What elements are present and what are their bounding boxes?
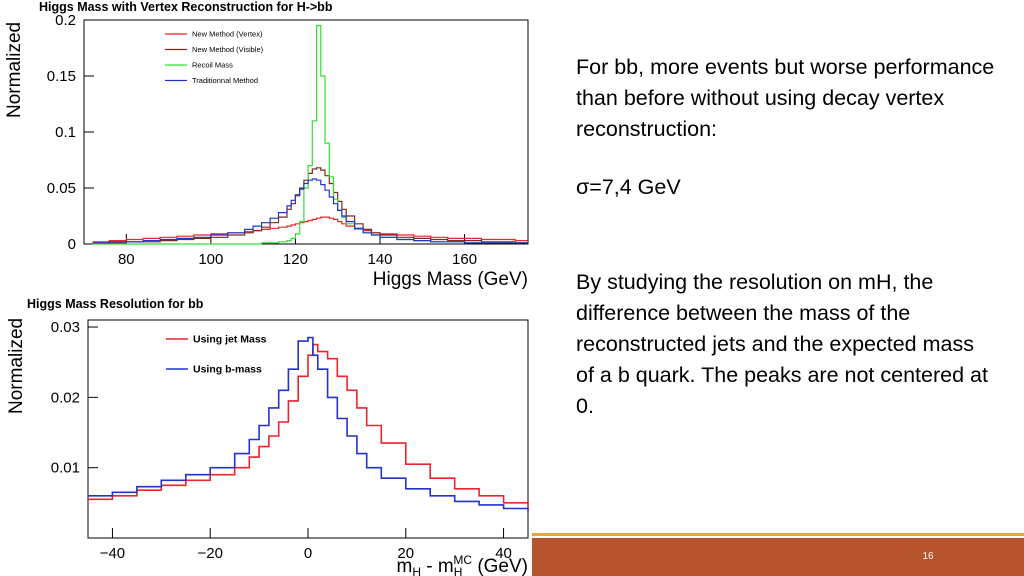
legend-label: Using b-mass	[193, 364, 262, 376]
x-tick-label: 140	[367, 251, 392, 268]
y-tick-label: 0.1	[55, 124, 76, 141]
y-tick-label: 0	[68, 236, 76, 253]
x-tick-label: 160	[452, 251, 477, 268]
x-tick-label: −20	[197, 545, 222, 562]
legend-label: Using jet Mass	[193, 334, 267, 346]
legend-label: New Method (Vertex)	[192, 30, 263, 39]
footer-accent-line	[532, 533, 1024, 536]
y-tick-label: 0.15	[47, 68, 76, 85]
x-tick-label: 20	[397, 545, 414, 562]
y-tick-label: 0.02	[51, 389, 80, 406]
legend-label: New Method (Visible)	[192, 45, 264, 54]
x-axis-label: mH - mHMC (GeV)	[396, 553, 528, 576]
series-line	[92, 25, 528, 245]
footer-bar	[532, 538, 1024, 576]
series-line	[88, 336, 529, 512]
description-paragraph: For bb, more events but worse performanc…	[576, 55, 995, 141]
legend-label: Recoil Mass	[192, 61, 233, 70]
chart-title: Higgs Mass Resolution for bb	[27, 297, 204, 311]
chart-title: Higgs Mass with Vertex Reconstruction fo…	[39, 0, 333, 14]
vertex-mass-chart: Higgs Mass with Vertex Reconstruction fo…	[4, 0, 529, 290]
x-tick-label: −40	[100, 545, 125, 562]
x-axis-label: Higgs Mass (GeV)	[373, 269, 528, 290]
y-tick-label: 0.03	[51, 319, 80, 336]
series-line	[92, 216, 528, 243]
x-tick-label: 80	[118, 251, 135, 268]
mass-resolution-chart: Higgs Mass Resolution for bb Normalized …	[6, 297, 529, 576]
y-tick-label: 0.05	[47, 180, 76, 197]
explanation-paragraph: By studying the resolution on mH, the di…	[576, 270, 988, 418]
plot-frame	[83, 19, 529, 245]
y-tick-label: 0.2	[55, 12, 76, 29]
x-tick-label: 120	[283, 251, 308, 268]
series-line	[92, 167, 528, 244]
y-axis-label: Normalized	[4, 22, 25, 118]
x-tick-label: 100	[198, 251, 223, 268]
x-tick-label: 40	[495, 545, 512, 562]
y-axis-label: Normalized	[6, 318, 27, 414]
x-tick-label: 0	[304, 545, 312, 562]
series-line	[92, 178, 528, 244]
page-number: 16	[922, 551, 934, 562]
legend-label: Traditionnal Method	[192, 76, 258, 85]
y-tick-label: 0.01	[51, 460, 80, 477]
sigma-value: σ=7,4 GeV	[576, 175, 681, 199]
plot-frame	[87, 319, 529, 539]
series-line	[88, 343, 529, 509]
